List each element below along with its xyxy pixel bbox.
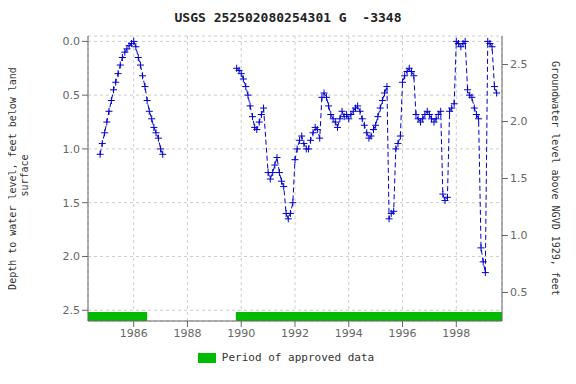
svg-text:1986: 1986 <box>120 327 148 340</box>
svg-text:1988: 1988 <box>173 327 201 340</box>
svg-text:Groundwater level above NGVD 1: Groundwater level above NGVD 1929, feet <box>550 61 561 296</box>
svg-text:Depth to water level, feet bel: Depth to water level, feet below land su… <box>8 67 30 290</box>
svg-text:1994: 1994 <box>335 327 363 340</box>
svg-text:0.0: 0.0 <box>63 35 81 48</box>
svg-text:1.5: 1.5 <box>510 172 528 185</box>
svg-text:2.0: 2.0 <box>510 115 528 128</box>
html-text:Period of approved data: Period of approved data <box>221 351 375 364</box>
svg-text:2.5: 2.5 <box>63 304 81 317</box>
svg-text:0.5: 0.5 <box>510 286 528 299</box>
svg-text:2.0: 2.0 <box>63 250 81 263</box>
svg-text:2.5: 2.5 <box>510 58 528 71</box>
svg-text:1992: 1992 <box>281 327 309 340</box>
svg-text:1996: 1996 <box>389 327 417 340</box>
svg-text:1.0: 1.0 <box>63 143 81 156</box>
svg-text:1.5: 1.5 <box>63 197 81 210</box>
html-text:USGS 252502080254301 G -3348: USGS 252502080254301 G -3348 <box>174 10 402 25</box>
svg-text:1998: 1998 <box>442 327 470 340</box>
svg-text:1.0: 1.0 <box>510 229 528 242</box>
svg-text:1990: 1990 <box>227 327 255 340</box>
svg-text:0.5: 0.5 <box>63 89 81 102</box>
